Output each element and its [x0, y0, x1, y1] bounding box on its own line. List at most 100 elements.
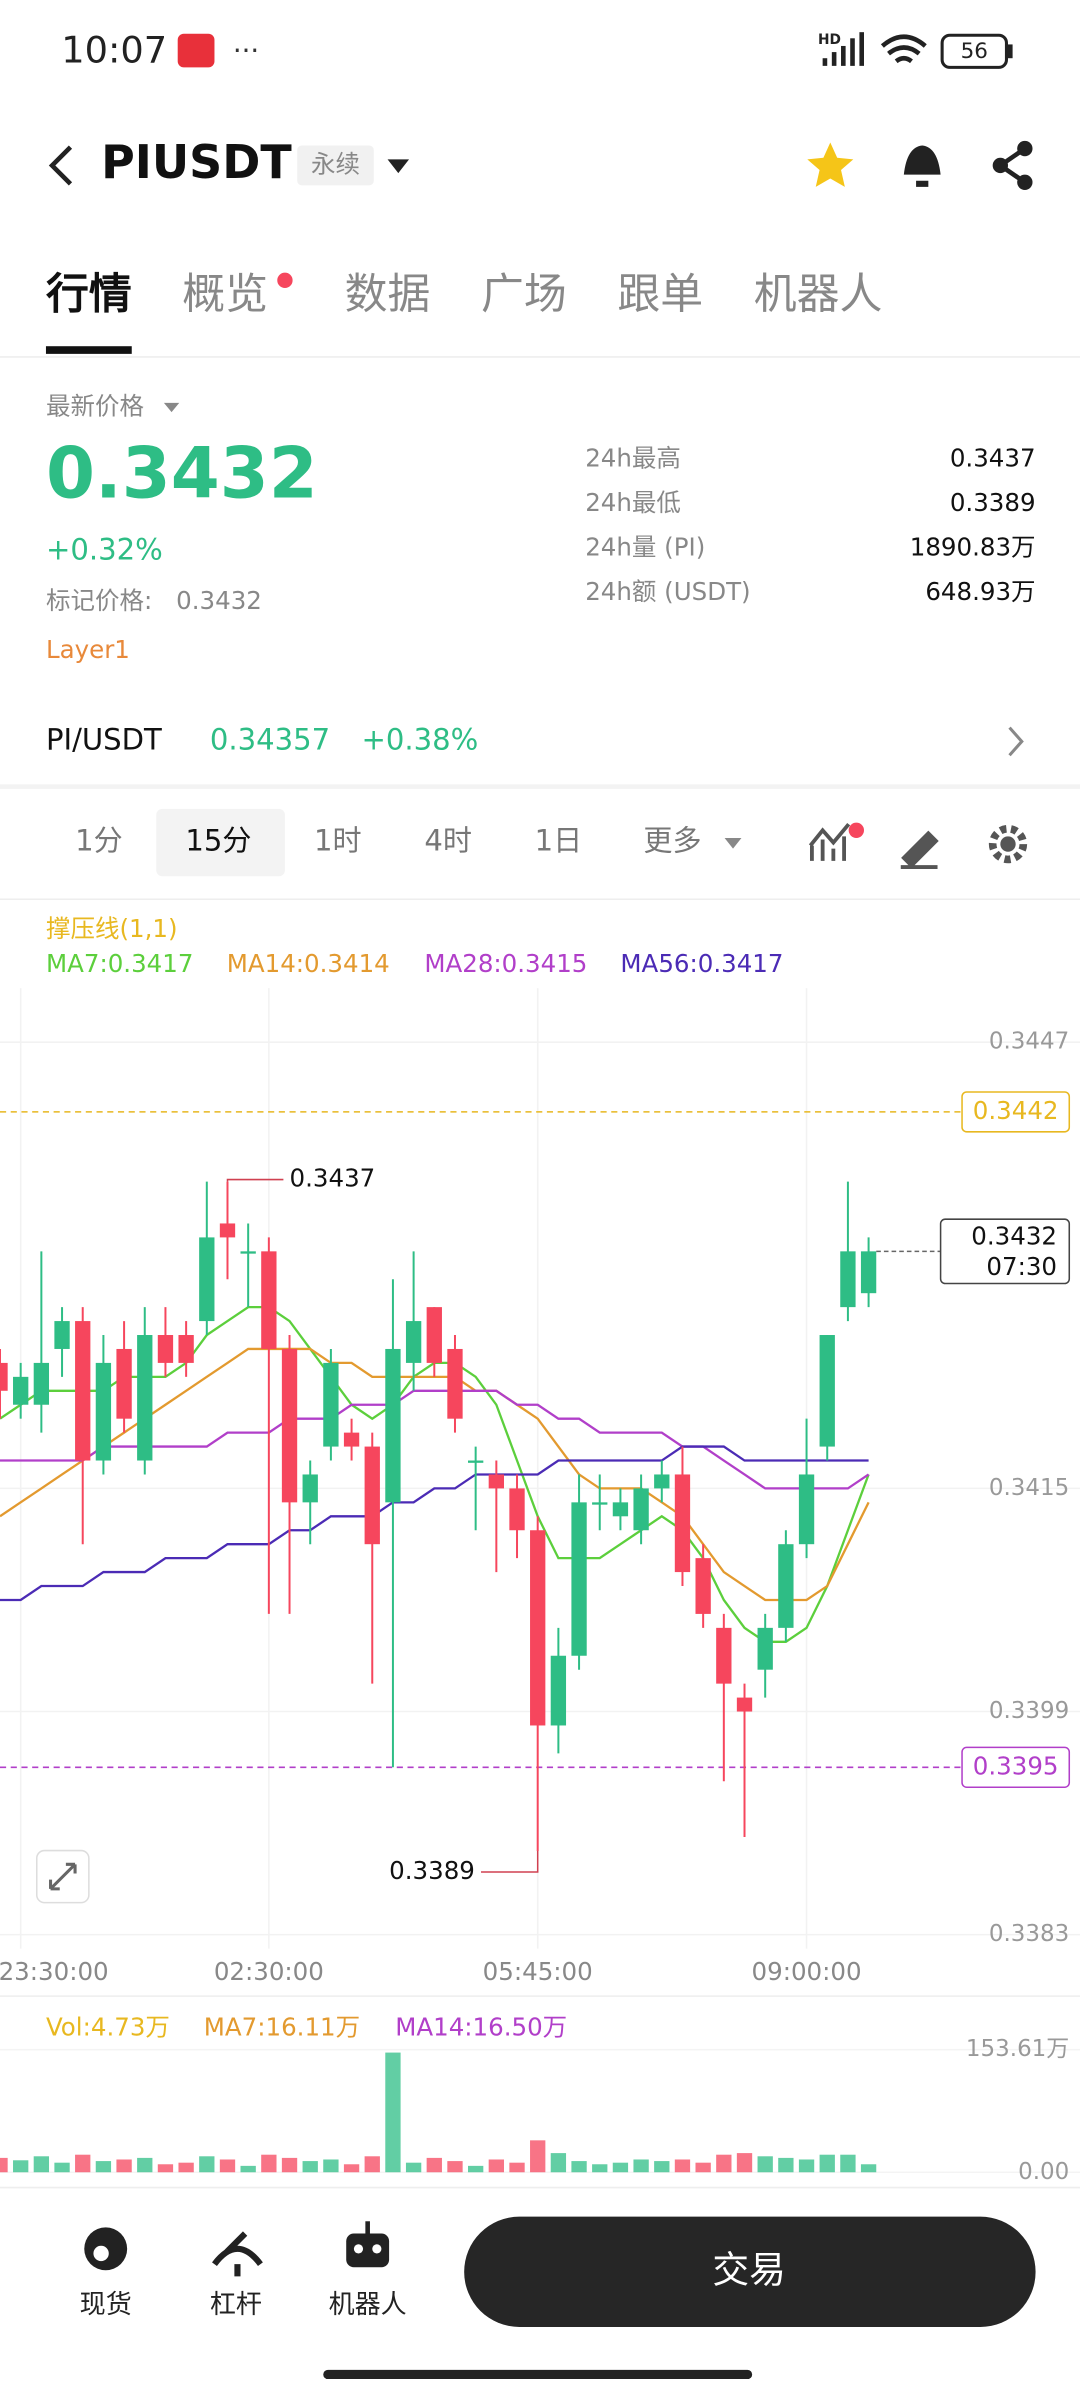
- divider: [0, 784, 1080, 789]
- vol-bar: [695, 2162, 711, 2173]
- favorite[interactable]: [807, 142, 854, 187]
- network: HD: [818, 32, 841, 48]
- clock: 10:07: [61, 29, 167, 72]
- price-label: 最新价格: [46, 391, 144, 420]
- interval[interactable]: 15分: [185, 824, 251, 858]
- level-label: 0.3395: [973, 1751, 1059, 1780]
- trade-label: 交易: [712, 2248, 786, 2291]
- interval[interactable]: 1日: [535, 824, 583, 858]
- vol-bar: [219, 2159, 236, 2173]
- level-box: [961, 1746, 1071, 1788]
- tab[interactable]: 数据: [345, 270, 431, 320]
- vol-bar: [343, 2164, 360, 2173]
- vol-bar: [385, 2052, 401, 2173]
- bot-icon[interactable]: [346, 2233, 390, 2268]
- tab[interactable]: 概览: [182, 270, 268, 320]
- interval[interactable]: 1时: [314, 824, 362, 858]
- last-price: 0.3432: [46, 432, 318, 514]
- more: ···: [233, 34, 259, 67]
- vol-bar: [323, 2159, 339, 2173]
- indicator-icon[interactable]: [808, 822, 851, 861]
- vol-bar: [137, 2157, 153, 2173]
- interval[interactable]: 1分: [75, 824, 123, 858]
- app-icon: [177, 33, 215, 68]
- nav-label[interactable]: 机器人: [329, 2290, 407, 2320]
- spot-chevron[interactable]: [1008, 726, 1024, 757]
- y-tick-label: 0.3383: [989, 1921, 1069, 1947]
- vol-bar: [405, 2162, 422, 2173]
- vol-bar: [509, 2162, 525, 2173]
- candle-body: [219, 1223, 236, 1238]
- vol-bar: [819, 2154, 835, 2173]
- alert[interactable]: [903, 145, 941, 187]
- vol-bar: [633, 2159, 649, 2173]
- vol-bar: [757, 2156, 773, 2173]
- stat-value: 648.93万: [925, 577, 1035, 606]
- dropdown[interactable]: [387, 159, 410, 174]
- vol-bar: [178, 2162, 194, 2173]
- tab[interactable]: 广场: [481, 270, 567, 320]
- expand-icon: [49, 1862, 77, 1891]
- countdown: 07:30: [986, 1252, 1057, 1281]
- vol-bar: [468, 2165, 484, 2173]
- candle-body: [0, 1362, 8, 1391]
- vol-bar: [612, 2162, 629, 2173]
- candle-body: [674, 1474, 691, 1573]
- price-change: +0.32%: [46, 532, 163, 566]
- stat-value: 0.3389: [950, 488, 1036, 517]
- wifi: [880, 34, 927, 64]
- interval[interactable]: 4时: [424, 824, 472, 858]
- candle-body: [860, 1251, 877, 1294]
- tag-bg: [297, 145, 374, 186]
- ma-legend: MA14:0.3414: [227, 949, 390, 978]
- tab[interactable]: 机器人: [754, 270, 883, 320]
- margin-icon[interactable]: [212, 2231, 263, 2277]
- vol-bar: [654, 2161, 670, 2173]
- ma-legend: MA7:0.3417: [46, 949, 193, 978]
- candle-body: [302, 1474, 318, 1503]
- candle-body: [612, 1502, 629, 1517]
- nav-label[interactable]: 现货: [80, 2290, 132, 2320]
- candle-body: [385, 1348, 401, 1503]
- tab[interactable]: 跟单: [617, 270, 703, 320]
- vol-bar: [261, 2154, 277, 2173]
- vol-bar: [13, 2160, 29, 2173]
- candle-body: [323, 1362, 339, 1447]
- tag: 永续: [311, 149, 360, 178]
- candle-body: [343, 1432, 360, 1447]
- sector-tag[interactable]: Layer1: [46, 635, 130, 664]
- ma-legend: MA56:0.3417: [620, 949, 783, 978]
- vol-bar: [716, 2154, 732, 2173]
- candle-body: [509, 1488, 525, 1531]
- stat-label: 24h额 (USDT): [585, 577, 750, 606]
- vol-legend: MA14:16.50万: [395, 2012, 567, 2041]
- tab[interactable]: 行情: [46, 270, 132, 320]
- candle-body: [137, 1335, 153, 1461]
- vol-bar: [302, 2161, 318, 2173]
- last-box: [939, 1218, 1071, 1285]
- back[interactable]: [48, 145, 73, 186]
- vol-bar: [281, 2157, 298, 2173]
- settings-icon[interactable]: [988, 824, 1028, 864]
- y-tick-label: 0.3399: [989, 1698, 1069, 1724]
- trade-button[interactable]: [464, 2216, 1036, 2327]
- vol-legend: MA7:16.11万: [204, 2012, 360, 2041]
- spot-change: +0.38%: [362, 722, 479, 756]
- share[interactable]: [992, 140, 1033, 190]
- tab-badge: [277, 272, 293, 288]
- ma-line: [0, 1445, 869, 1602]
- high-label: 0.3437: [290, 1164, 376, 1193]
- vol-bar: [157, 2164, 174, 2173]
- interval[interactable]: 更多: [643, 824, 701, 858]
- home-indicator: [323, 2369, 753, 2380]
- mark-price: 0.3432: [176, 586, 262, 615]
- low-pointer: [481, 1850, 539, 1873]
- vol-bar: [736, 2153, 753, 2173]
- level-box: [961, 1091, 1071, 1133]
- nav-label[interactable]: 杠杆: [210, 2290, 262, 2320]
- candle-body: [778, 1544, 794, 1628]
- draw-icon[interactable]: [900, 830, 939, 869]
- stat-value: 0.3437: [950, 444, 1036, 473]
- battery-level: 56: [961, 39, 988, 64]
